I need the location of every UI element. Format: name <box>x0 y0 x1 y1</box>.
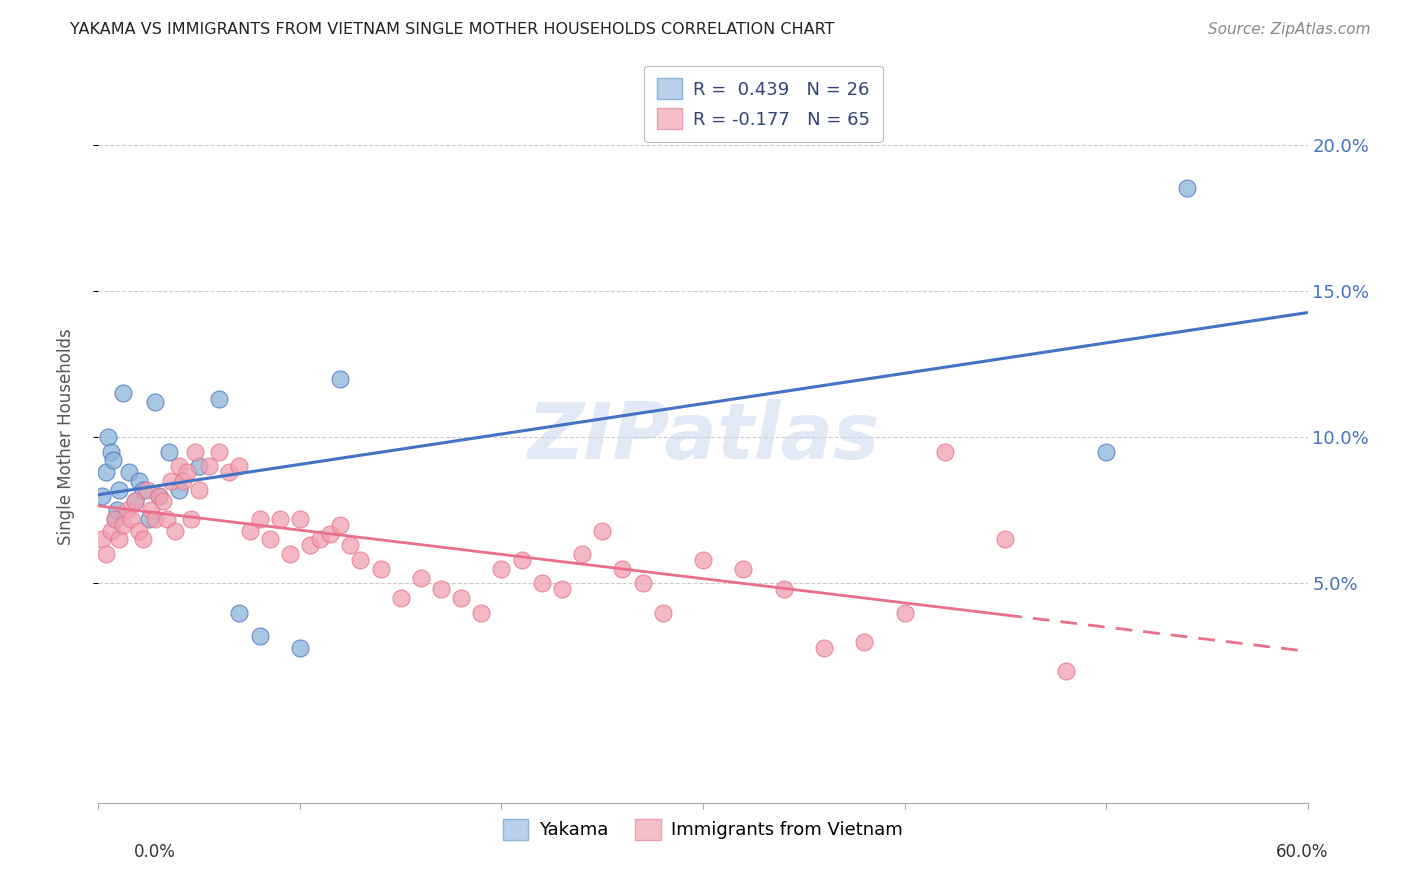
Point <box>157 444 180 458</box>
Point <box>152 494 174 508</box>
Point <box>138 512 160 526</box>
Point <box>103 512 125 526</box>
Point <box>143 395 166 409</box>
Point <box>994 533 1017 547</box>
Point <box>218 465 240 479</box>
Point <box>1095 444 1118 458</box>
Point <box>389 591 412 605</box>
Point <box>651 606 673 620</box>
Point <box>167 459 190 474</box>
Point <box>249 629 271 643</box>
Point <box>329 517 352 532</box>
Point <box>156 512 179 526</box>
Point <box>132 533 155 547</box>
Point <box>184 444 207 458</box>
Point <box>160 474 183 488</box>
Point <box>135 483 157 497</box>
Point <box>591 524 613 538</box>
Point <box>551 582 574 597</box>
Y-axis label: Single Mother Households: Single Mother Households <box>56 329 75 545</box>
Point <box>107 483 129 497</box>
Text: 0.0%: 0.0% <box>134 843 176 861</box>
Point <box>733 562 755 576</box>
Point <box>103 512 125 526</box>
Point <box>208 392 231 406</box>
Text: ZIPatlas: ZIPatlas <box>527 399 879 475</box>
Point <box>269 512 291 526</box>
Point <box>139 503 162 517</box>
Point <box>813 640 835 655</box>
Point <box>893 606 915 620</box>
Point <box>101 453 124 467</box>
Point <box>309 533 332 547</box>
Point <box>612 562 634 576</box>
Point <box>278 547 301 561</box>
Point <box>530 576 553 591</box>
Point <box>96 547 118 561</box>
Point <box>128 524 150 538</box>
Point <box>1175 181 1198 195</box>
Point <box>111 517 134 532</box>
Point <box>370 562 392 576</box>
Point <box>188 459 211 474</box>
Point <box>167 483 190 497</box>
Point <box>172 474 194 488</box>
Point <box>128 474 150 488</box>
Point <box>692 553 714 567</box>
Point <box>143 512 166 526</box>
Point <box>249 512 271 526</box>
Point <box>631 576 654 591</box>
Point <box>430 582 453 597</box>
Point <box>299 538 322 552</box>
Point <box>288 512 311 526</box>
Point <box>180 512 202 526</box>
Point <box>111 386 134 401</box>
Point <box>105 503 128 517</box>
Point <box>934 444 956 458</box>
Point <box>188 483 211 497</box>
Point <box>259 533 281 547</box>
Point <box>198 459 221 474</box>
Point <box>208 444 231 458</box>
Point <box>100 444 122 458</box>
Point <box>470 606 492 620</box>
Text: Source: ZipAtlas.com: Source: ZipAtlas.com <box>1208 22 1371 37</box>
Point <box>1054 664 1077 678</box>
Point <box>118 465 141 479</box>
Point <box>349 553 371 567</box>
Point <box>239 524 262 538</box>
Point <box>120 512 142 526</box>
Point <box>571 547 593 561</box>
Point <box>91 533 114 547</box>
Point <box>450 591 472 605</box>
Point <box>491 562 513 576</box>
Point <box>148 489 170 503</box>
Point <box>91 489 114 503</box>
Text: 60.0%: 60.0% <box>1277 843 1329 861</box>
Point <box>96 465 118 479</box>
Point <box>107 533 129 547</box>
Point <box>132 483 155 497</box>
Point <box>228 606 250 620</box>
Point <box>409 570 432 584</box>
Text: YAKAMA VS IMMIGRANTS FROM VIETNAM SINGLE MOTHER HOUSEHOLDS CORRELATION CHART: YAKAMA VS IMMIGRANTS FROM VIETNAM SINGLE… <box>70 22 835 37</box>
Point <box>319 526 342 541</box>
Point <box>228 459 250 474</box>
Point <box>853 635 876 649</box>
Point <box>329 371 352 385</box>
Legend: Yakama, Immigrants from Vietnam: Yakama, Immigrants from Vietnam <box>494 810 912 848</box>
Point <box>148 489 170 503</box>
Point <box>288 640 311 655</box>
Point <box>115 503 138 517</box>
Point <box>97 430 120 444</box>
Point <box>163 524 186 538</box>
Point <box>124 494 146 508</box>
Point <box>772 582 794 597</box>
Point <box>510 553 533 567</box>
Point <box>176 465 198 479</box>
Point <box>100 524 122 538</box>
Point <box>124 494 146 508</box>
Point <box>339 538 361 552</box>
